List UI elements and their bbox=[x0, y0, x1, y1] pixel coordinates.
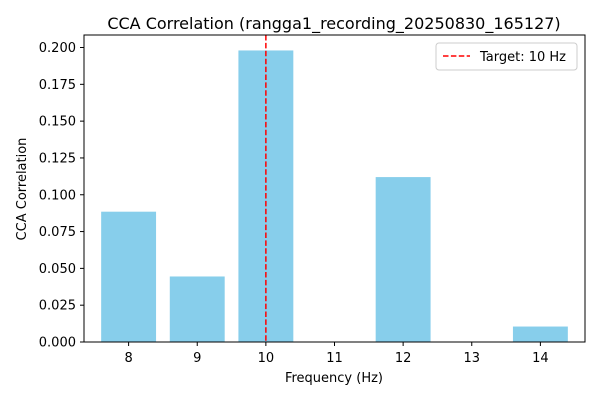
y-tick-label: 0.100 bbox=[39, 188, 76, 203]
y-tick-label: 0.150 bbox=[39, 115, 76, 130]
chart-title: CCA Correlation (rangga1_recording_20250… bbox=[107, 14, 560, 34]
legend-box bbox=[435, 42, 578, 71]
y-tick-label: 0.175 bbox=[39, 78, 76, 93]
y-tick-label: 0.050 bbox=[39, 262, 76, 277]
bar-8hz bbox=[101, 211, 157, 342]
bar-9hz bbox=[169, 276, 225, 342]
y-tick-label: 0.025 bbox=[39, 299, 76, 314]
y-axis-title: CCA Correlation bbox=[15, 138, 30, 241]
x-tick-label: 8 bbox=[124, 351, 132, 366]
x-axis-title: Frequency (Hz) bbox=[285, 371, 383, 386]
x-axis: 8 9 10 11 12 13 14 bbox=[124, 342, 549, 366]
y-tick-label: 0.125 bbox=[39, 151, 76, 166]
y-tick-label: 0.200 bbox=[39, 41, 76, 56]
x-tick-label: 9 bbox=[193, 351, 201, 366]
bar-14hz bbox=[512, 326, 568, 342]
x-tick-label: 14 bbox=[532, 351, 549, 366]
x-tick-label: 11 bbox=[326, 351, 343, 366]
y-tick-label: 0.000 bbox=[39, 336, 76, 351]
y-axis: 0.000 0.025 0.050 0.075 0.100 0.125 0.150 0.175… bbox=[39, 41, 84, 351]
x-tick-label: 10 bbox=[258, 351, 275, 366]
legend: Target: 10 Hz bbox=[435, 42, 578, 71]
y-tick-label: 0.075 bbox=[39, 225, 76, 240]
bar-12hz bbox=[375, 177, 431, 342]
legend-label-target: Target: 10 Hz bbox=[479, 50, 566, 65]
x-tick-label: 13 bbox=[463, 351, 480, 366]
x-tick-label: 12 bbox=[395, 351, 412, 366]
